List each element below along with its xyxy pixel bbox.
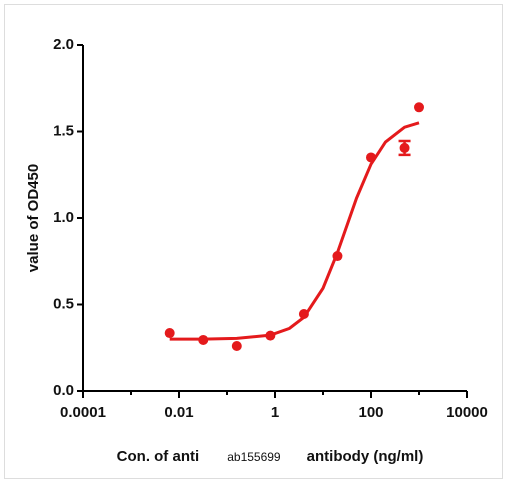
x-axis-label: Con. of anti ab155699 antibody (ng/ml) [117, 448, 424, 465]
x-tick-label: 0.01 [164, 404, 193, 421]
data-point [231, 341, 242, 352]
frame [4, 4, 503, 479]
x-tick-label: 0.0001 [60, 404, 106, 421]
data-point [265, 330, 276, 341]
x-axis-label-part: antibody (ng/ml) [307, 448, 424, 465]
x-tick-label: 1 [271, 404, 279, 421]
y-axis-label: value of OD450 [25, 164, 42, 272]
x-tick-label: 10000 [446, 404, 488, 421]
y-tick-label: 0.0 [53, 382, 74, 399]
x-tick-label: 100 [358, 404, 383, 421]
y-tick-label: 1.0 [53, 209, 74, 226]
fit-curve [169, 121, 420, 341]
data-point [298, 309, 309, 320]
y-tick-label: 0.5 [53, 295, 74, 312]
data-point [399, 142, 410, 153]
data-point [164, 328, 175, 339]
data-point [366, 152, 376, 163]
data-point [332, 251, 343, 262]
y-tick-label: 2.0 [53, 36, 74, 53]
data-point [198, 334, 209, 345]
x-axis-label-part: Con. of anti [117, 448, 200, 465]
data-point [414, 102, 424, 113]
x-axis-label-part: ab155699 [227, 450, 281, 464]
y-tick-label: 1.5 [53, 122, 74, 139]
